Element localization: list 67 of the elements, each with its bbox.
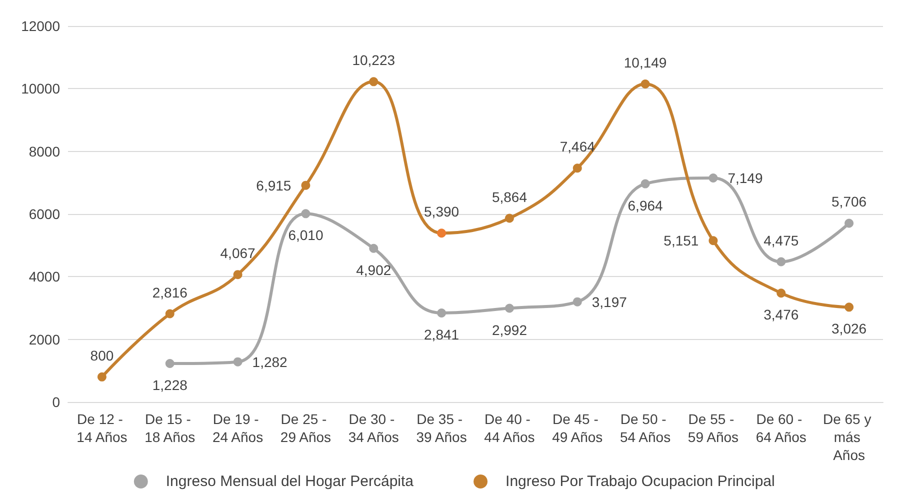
legend-label: Ingreso Mensual del Hogar Percápita xyxy=(166,473,414,490)
y-tick-label: 8000 xyxy=(28,143,60,160)
data-label: 4,902 xyxy=(356,262,392,278)
data-label: 5,390 xyxy=(424,204,460,220)
data-label: 2,841 xyxy=(424,326,460,342)
x-tick-label: De 50 - 54 Años xyxy=(620,411,671,445)
data-label: 800 xyxy=(90,347,114,364)
data-label: 3,026 xyxy=(832,320,867,337)
data-label: 1,228 xyxy=(152,377,188,394)
point xyxy=(844,218,854,228)
data-label: 7,464 xyxy=(560,138,596,155)
y-tick-label: 6000 xyxy=(28,206,60,222)
x-tick-label: De 40 - 44 Años xyxy=(484,411,535,445)
point xyxy=(369,244,378,253)
data-label: 7,149 xyxy=(728,170,763,186)
point xyxy=(572,297,582,306)
point xyxy=(504,304,514,313)
point xyxy=(708,236,718,246)
x-tick-label: De 12 - 14 Años xyxy=(76,411,128,445)
x-tick-label: De 19 - 24 Años xyxy=(212,411,264,445)
point xyxy=(437,308,446,318)
data-label: 1,282 xyxy=(252,354,288,370)
point xyxy=(640,80,650,88)
data-label: 5,864 xyxy=(492,188,528,205)
data-label: 2,992 xyxy=(492,322,528,338)
data-label: 6,010 xyxy=(288,227,324,244)
data-label: 10,223 xyxy=(352,52,396,68)
point xyxy=(776,257,786,266)
point xyxy=(844,302,854,312)
x-tick-label: De 15 - 18 Años xyxy=(144,411,196,445)
data-label: 3,197 xyxy=(592,294,628,310)
point xyxy=(504,214,514,223)
data-label: 10,149 xyxy=(624,54,667,70)
point xyxy=(301,209,310,218)
y-tick-label: 0 xyxy=(52,394,60,410)
data-label: 4,067 xyxy=(220,245,256,262)
point xyxy=(301,180,310,190)
x-tick-label: De 55 - 59 Años xyxy=(688,411,739,445)
point xyxy=(776,288,786,298)
point xyxy=(233,357,242,366)
point xyxy=(640,179,650,188)
point xyxy=(369,77,378,86)
y-tick-label: 12000 xyxy=(21,18,60,34)
y-tick-label: 10000 xyxy=(21,80,60,97)
x-tick-label: De 25 - 29 Años xyxy=(280,411,332,445)
point xyxy=(165,309,174,318)
x-tick-label: De 35 - 39 Años xyxy=(416,411,467,445)
x-tick-label: De 30 - 34 Años xyxy=(348,411,399,445)
y-tick-label: 4000 xyxy=(28,268,60,285)
data-label: 5,706 xyxy=(832,194,867,210)
y-tick-label: 2000 xyxy=(28,331,60,348)
point xyxy=(97,372,106,382)
data-label: 6,964 xyxy=(628,197,664,214)
data-label: 3,476 xyxy=(764,306,799,323)
point xyxy=(572,164,582,173)
data-label: 6,915 xyxy=(256,177,292,194)
x-tick-label: De 60 - 64 Años xyxy=(756,411,806,445)
data-label: 5,151 xyxy=(664,232,699,249)
point xyxy=(165,359,174,368)
point xyxy=(233,270,242,280)
point xyxy=(437,228,446,238)
legend-label: Ingreso Por Trabajo Ocupacion Principal xyxy=(506,473,775,490)
x-tick-label: De 65 y más Años xyxy=(822,411,876,463)
data-label: 2,816 xyxy=(152,284,188,300)
x-tick-label: De 45 - 49 Años xyxy=(552,411,603,445)
point xyxy=(708,174,718,182)
data-label: 4,475 xyxy=(764,232,799,248)
